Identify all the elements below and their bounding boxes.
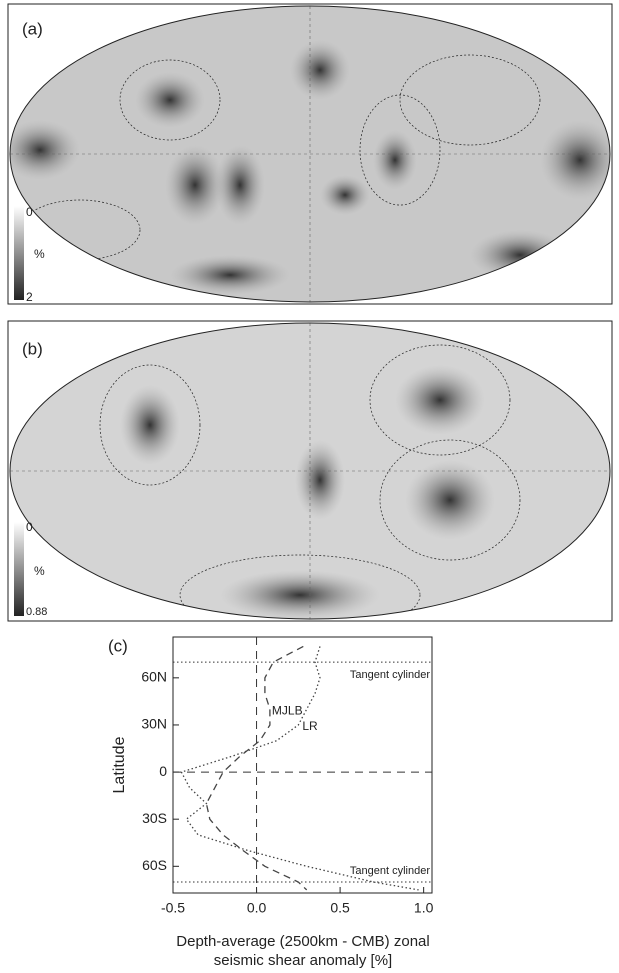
colorbar <box>14 206 24 300</box>
colorbar-label: 0 <box>26 205 33 219</box>
y-axis-label: Latitude <box>111 736 128 793</box>
x-tick-label: 1.0 <box>414 900 434 916</box>
colorbar-unit: % <box>34 564 45 578</box>
colorbar-label: 2 <box>26 290 33 304</box>
y-tick-label: 0 <box>159 763 167 779</box>
panel-label: (c) <box>108 636 128 655</box>
colorbar-label: 0 <box>26 520 33 534</box>
y-tick-label: 60S <box>142 857 167 873</box>
colorbar-label: 0.88 <box>26 606 47 618</box>
annotation: Tangent cylinder <box>350 865 430 877</box>
x-tick-label: 0.5 <box>330 900 350 916</box>
x-tick-label: 0.0 <box>247 900 267 916</box>
y-tick-label: 30N <box>141 716 167 732</box>
panel-label: (b) <box>22 339 43 358</box>
colorbar <box>14 522 24 616</box>
x-axis-label: Depth-average (2500km - CMB) zonal <box>176 933 429 950</box>
annotation: Tangent cylinder <box>350 669 430 681</box>
series-label: MJLB <box>272 703 303 717</box>
colorbar-unit: % <box>34 247 45 261</box>
series-label: LR <box>302 719 318 733</box>
y-tick-label: 30S <box>142 810 167 826</box>
x-tick-label: -0.5 <box>161 900 185 916</box>
panel-label: (a) <box>22 19 43 38</box>
figure: (a) 0 % 2 (b) 0 % 0.88 (c) Latitude Dept… <box>0 0 619 973</box>
x-axis-label: seismic shear anomaly [%] <box>214 952 392 969</box>
series-line <box>181 646 418 890</box>
y-tick-label: 60N <box>141 669 167 685</box>
